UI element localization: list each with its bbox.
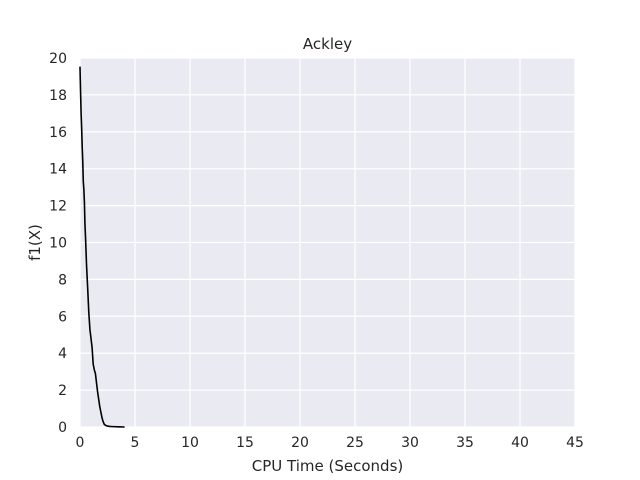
y-tick-label: 16	[49, 125, 67, 141]
x-tick-label: 35	[456, 435, 474, 451]
y-tick-label: 10	[49, 236, 67, 252]
y-tick-label: 12	[49, 199, 67, 215]
x-tick-label: 45	[566, 435, 584, 451]
y-tick-label: 0	[58, 420, 67, 436]
x-tick-labels: 0 5 10 15 20 25 30 35 40 45	[76, 435, 584, 451]
chart-title: Ackley	[303, 35, 352, 53]
series-group	[79, 66, 125, 428]
x-tick-label: 40	[511, 435, 529, 451]
y-tick-label: 6	[58, 309, 67, 325]
y-tick-label: 20	[49, 51, 67, 67]
y-axis-label: f1(X)	[26, 224, 44, 261]
x-tick-label: 15	[236, 435, 254, 451]
y-grid	[80, 57, 575, 428]
y-tick-label: 8	[58, 272, 67, 288]
x-tick-label: 5	[131, 435, 140, 451]
y-tick-label: 4	[58, 346, 67, 362]
x-tick-label: 25	[346, 435, 364, 451]
y-tick-label: 2	[58, 383, 67, 399]
y-tick-label: 14	[49, 162, 67, 178]
x-tick-label: 0	[76, 435, 85, 451]
y-tick-label: 18	[49, 88, 67, 104]
x-tick-label: 30	[401, 435, 419, 451]
y-tick-labels: 0 2 4 6 8 10 12 14 16 18 20	[49, 51, 67, 436]
series-line	[79, 66, 125, 428]
x-tick-label: 20	[291, 435, 309, 451]
x-tick-label: 10	[181, 435, 199, 451]
x-axis-label: CPU Time (Seconds)	[252, 457, 403, 475]
